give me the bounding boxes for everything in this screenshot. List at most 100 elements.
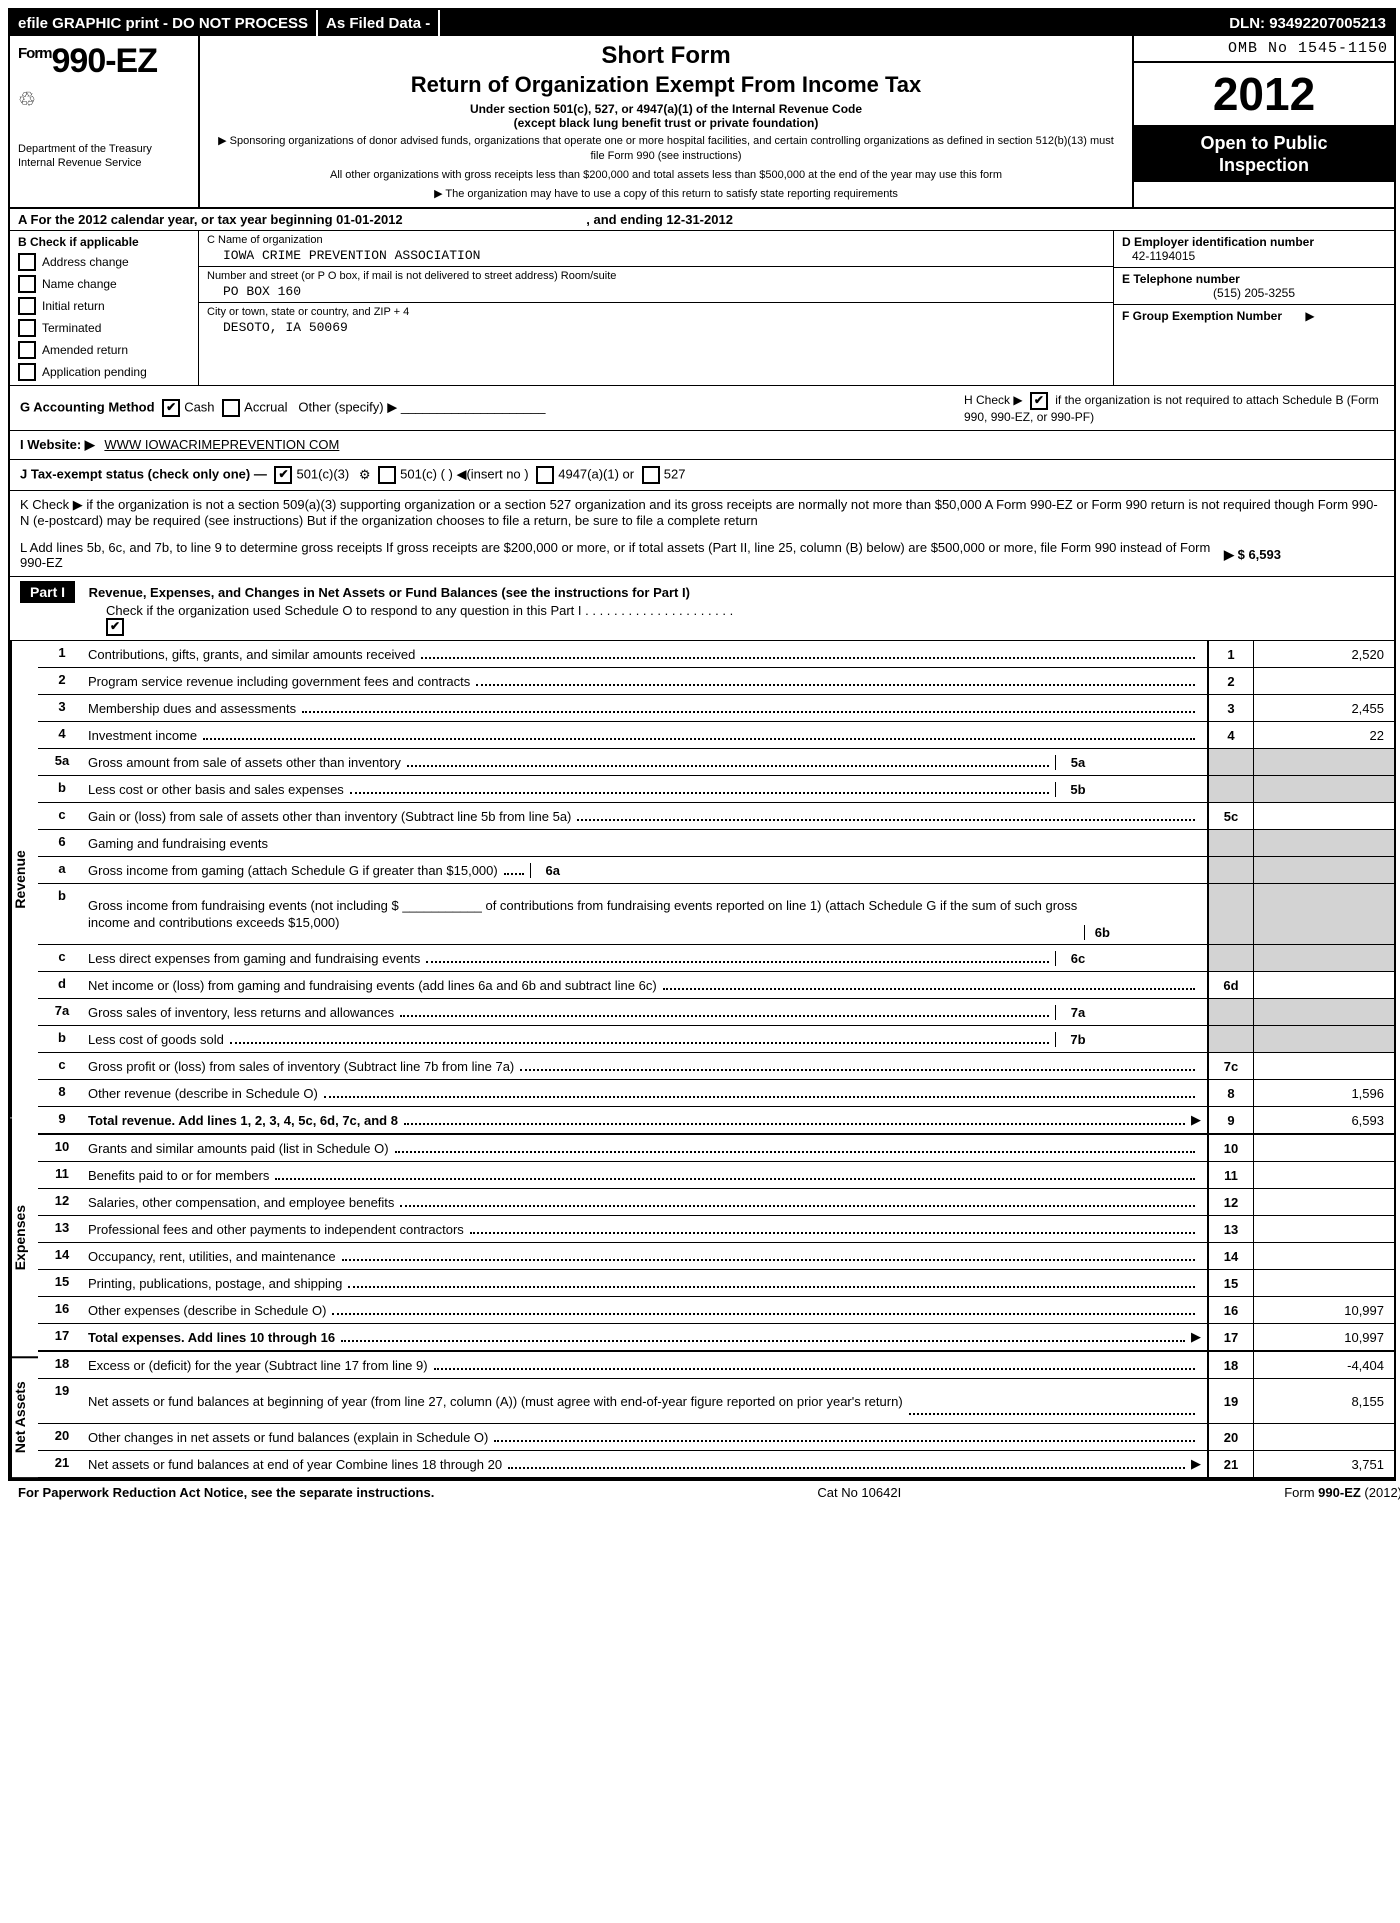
omb-number: OMB No 1545-1150 — [1134, 36, 1394, 63]
footer-mid: Cat No 10642I — [817, 1485, 901, 1500]
c-street-lbl: Number and street (or P O box, if mail i… — [207, 270, 1105, 282]
line-8: 8 Other revenue (describe in Schedule O)… — [38, 1080, 1394, 1107]
line-13: 13Professional fees and other payments t… — [38, 1216, 1394, 1243]
chk-501c3[interactable] — [274, 466, 292, 484]
footer-left: For Paperwork Reduction Act Notice, see … — [18, 1485, 434, 1500]
subtitle1: Under section 501(c), 527, or 4947(a)(1)… — [210, 102, 1122, 116]
line-14: 14Occupancy, rent, utilities, and mainte… — [38, 1243, 1394, 1270]
title-label: Return of Organization Exempt From Incom… — [210, 72, 1122, 98]
side-labels: Revenue Expenses Net Assets — [10, 641, 38, 1479]
line-7c: c Gross profit or (loss) from sales of i… — [38, 1053, 1394, 1080]
line-6: 6 Gaming and fundraising events — [38, 830, 1394, 857]
line-5a: 5a Gross amount from sale of assets othe… — [38, 749, 1394, 776]
line-4: 4 Investment income 4 22 — [38, 722, 1394, 749]
row-A: A For the 2012 calendar year, or tax yea… — [10, 209, 1394, 231]
chk-initial[interactable]: Initial return — [18, 297, 190, 315]
line-10: 10Grants and similar amounts paid (list … — [38, 1135, 1394, 1162]
i-val: WWW IOWACRIMEPREVENTION COM — [104, 437, 339, 452]
row-L: L Add lines 5b, 6c, and 7b, to line 9 to… — [10, 534, 1394, 577]
top-bar: efile GRAPHIC print - DO NOT PROCESS As … — [10, 10, 1394, 36]
chk-address[interactable]: Address change — [18, 253, 190, 271]
line-9: 9 Total revenue. Add lines 1, 2, 3, 4, 5… — [38, 1107, 1394, 1135]
header: Form990-EZ ♲ Department of the Treasury … — [10, 36, 1394, 209]
line-5b: b Less cost or other basis and sales exp… — [38, 776, 1394, 803]
line-7b: b Less cost of goods sold 7b — [38, 1026, 1394, 1053]
recycle-icon: ♲ — [18, 87, 190, 112]
h-l2: if the organization is not required to a… — [964, 394, 1379, 425]
part1-sub: Check if the organization used Schedule … — [106, 603, 582, 618]
row-I: I Website: ▶ WWW IOWACRIMEPREVENTION COM — [10, 431, 1394, 460]
side-netassets: Net Assets — [10, 1358, 38, 1479]
c-name-val: IOWA CRIME PREVENTION ASSOCIATION — [223, 248, 480, 263]
inspection-box: Open to Public Inspection — [1134, 127, 1394, 182]
chk-h[interactable] — [1030, 392, 1048, 410]
subtitle2: (except black lung benefit trust or priv… — [210, 116, 1122, 130]
header-right: OMB No 1545-1150 2012 Open to Public Ins… — [1134, 36, 1394, 207]
e-lbl: E Telephone number — [1122, 272, 1240, 286]
line-15: 15Printing, publications, postage, and s… — [38, 1270, 1394, 1297]
note2: All other organizations with gross recei… — [210, 168, 1122, 183]
header-mid: Short Form Return of Organization Exempt… — [200, 36, 1134, 207]
h-l1: H Check ▶ — [964, 394, 1023, 408]
table-area: Revenue Expenses Net Assets 1 Contributi… — [10, 641, 1394, 1479]
col-C: C Name of organization IOWA CRIME PREVEN… — [199, 231, 1114, 385]
chk-501c[interactable] — [378, 466, 396, 484]
footer-right: Form 990-EZ (2012) — [1284, 1485, 1400, 1500]
efile-label: efile GRAPHIC print - DO NOT PROCESS — [10, 10, 318, 36]
e-val: (515) 205-3255 — [1122, 286, 1386, 300]
line-6b: b Gross income from fundraising events (… — [38, 884, 1394, 945]
col-DEF: D Employer identification number 42-1194… — [1114, 231, 1394, 385]
chk-amended[interactable]: Amended return — [18, 341, 190, 359]
d-lbl: D Employer identification number — [1122, 235, 1314, 249]
chk-527[interactable] — [642, 466, 660, 484]
dln-label: DLN: 93492207005213 — [1221, 10, 1394, 36]
f-arrow: ▶ — [1305, 309, 1314, 323]
line-6a: a Gross income from gaming (attach Sched… — [38, 857, 1394, 884]
tax-year: 2012 — [1134, 63, 1394, 127]
l-amt: ▶ $ 6,593 — [1224, 547, 1384, 563]
line-12: 12Salaries, other compensation, and empl… — [38, 1189, 1394, 1216]
line-7a: 7a Gross sales of inventory, less return… — [38, 999, 1394, 1026]
line-20: 20Other changes in net assets or fund ba… — [38, 1424, 1394, 1451]
line-21: 21Net assets or fund balances at end of … — [38, 1451, 1394, 1479]
side-revenue: Revenue — [10, 641, 38, 1118]
chk-4947[interactable] — [536, 466, 554, 484]
asfiled-label: As Filed Data - — [318, 10, 440, 36]
short-form-label: Short Form — [210, 42, 1122, 70]
c-name-lbl: C Name of organization — [207, 234, 480, 246]
chk-accrual[interactable] — [222, 399, 240, 417]
line-2: 2 Program service revenue including gove… — [38, 668, 1394, 695]
note3: ▶ The organization may have to use a cop… — [210, 187, 1122, 202]
line-3: 3 Membership dues and assessments 3 2,45… — [38, 695, 1394, 722]
g-lbl: G Accounting Method — [20, 400, 155, 415]
side-expenses: Expenses — [10, 1118, 38, 1358]
part1-tag: Part I — [20, 581, 75, 603]
j-txt: J Tax-exempt status (check only one) — — [20, 467, 267, 482]
note1: ▶ Sponsoring organizations of donor advi… — [210, 134, 1122, 164]
chk-terminated[interactable]: Terminated — [18, 319, 190, 337]
chk-pending[interactable]: Application pending — [18, 363, 190, 381]
line-19: 19Net assets or fund balances at beginni… — [38, 1379, 1394, 1424]
header-left: Form990-EZ ♲ Department of the Treasury … — [10, 36, 200, 207]
col-B: B Check if applicable Address change Nam… — [10, 231, 199, 385]
lines-container: 1 Contributions, gifts, grants, and simi… — [38, 641, 1394, 1479]
d-val: 42-1194015 — [1132, 249, 1195, 263]
c-city-val: DESOTO, IA 50069 — [223, 320, 409, 335]
line-6c: c Less direct expenses from gaming and f… — [38, 945, 1394, 972]
line-18: 18Excess or (deficit) for the year (Subt… — [38, 1352, 1394, 1379]
footer: For Paperwork Reduction Act Notice, see … — [8, 1481, 1400, 1504]
chk-cash[interactable] — [162, 399, 180, 417]
form-number: Form990-EZ — [18, 42, 190, 81]
dots-fill: . . . . . . . . . . . . . . . . . . . . … — [585, 603, 733, 618]
line-17: 17Total expenses. Add lines 10 through 1… — [38, 1324, 1394, 1352]
c-city-lbl: City or town, state or country, and ZIP … — [207, 306, 409, 318]
part1-title: Revenue, Expenses, and Changes in Net As… — [89, 585, 690, 600]
chk-schedO[interactable] — [106, 618, 124, 636]
line-6d: d Net income or (loss) from gaming and f… — [38, 972, 1394, 999]
i-lbl: I Website: ▶ — [20, 437, 95, 452]
row-GH: G Accounting Method Cash Accrual Other (… — [10, 386, 1394, 431]
row-K: K Check ▶ if the organization is not a s… — [10, 491, 1394, 534]
chk-name[interactable]: Name change — [18, 275, 190, 293]
agency-block: Department of the Treasury Internal Reve… — [18, 142, 190, 171]
part1-header: Part I Revenue, Expenses, and Changes in… — [10, 577, 1394, 641]
